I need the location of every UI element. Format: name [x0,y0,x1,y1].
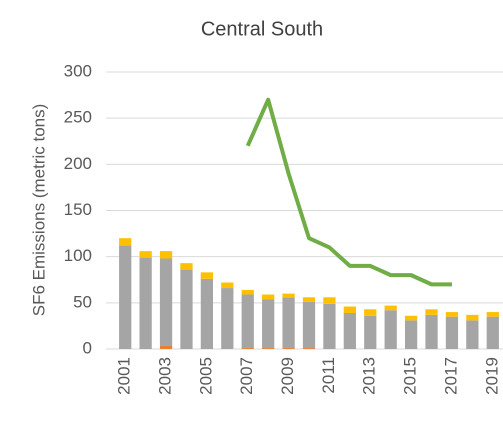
bar [119,245,132,349]
x-tick-label: 2011 [319,357,338,394]
bar [139,251,152,258]
y-tick-label: 0 [83,338,92,357]
bar [180,263,193,270]
bar [404,315,418,321]
bar [323,303,336,349]
bar [159,258,173,346]
bar [445,312,459,317]
bar [302,348,316,349]
bar [364,315,377,349]
y-tick-label: 150 [64,200,92,219]
y-tick-label: 300 [64,61,92,80]
bar [282,297,295,349]
bar [302,301,316,349]
bar [262,294,275,300]
bar [159,251,173,259]
y-tick-label: 250 [64,108,92,127]
bar [282,293,295,298]
x-tick-label: 2005 [196,357,215,395]
x-tick-label: 2003 [156,357,175,395]
bar [486,312,499,317]
bar [262,299,275,349]
y-axis-label: SF6 Emissions (metric tons) [29,104,48,317]
bar [384,305,397,311]
line [245,97,452,287]
bar [323,297,336,304]
bar [200,272,214,279]
bar [425,314,438,349]
x-tick-label: 2013 [360,357,379,395]
x-tick-label: 2019 [482,357,501,395]
chart-title: Central South [201,18,323,40]
bar [241,294,254,349]
bar [262,348,275,349]
bar [343,306,356,313]
bar [221,282,234,289]
bar [119,238,132,246]
x-tick-label: 2007 [237,357,256,395]
y-tick-label: 200 [64,154,92,173]
y-tick-label: 50 [73,292,92,311]
bar [364,309,377,316]
bar [486,316,499,349]
bar [200,278,214,349]
x-tick-label: 2009 [278,357,297,395]
bar [159,345,173,349]
x-tick-label: 2017 [441,357,460,395]
bar [425,309,438,315]
bar [282,348,295,349]
bar [302,297,316,302]
bar [139,257,152,349]
bar [384,310,397,349]
bar [343,312,356,349]
bar [180,269,193,349]
bar [445,316,459,349]
x-tick-label: 2015 [401,357,420,395]
bar [241,289,254,295]
x-tick-label: 2001 [115,357,134,395]
bar [466,314,479,321]
bar [466,320,479,349]
bar [241,348,254,349]
bar [221,288,234,349]
bar [404,320,418,349]
y-tick-label: 100 [64,246,92,265]
